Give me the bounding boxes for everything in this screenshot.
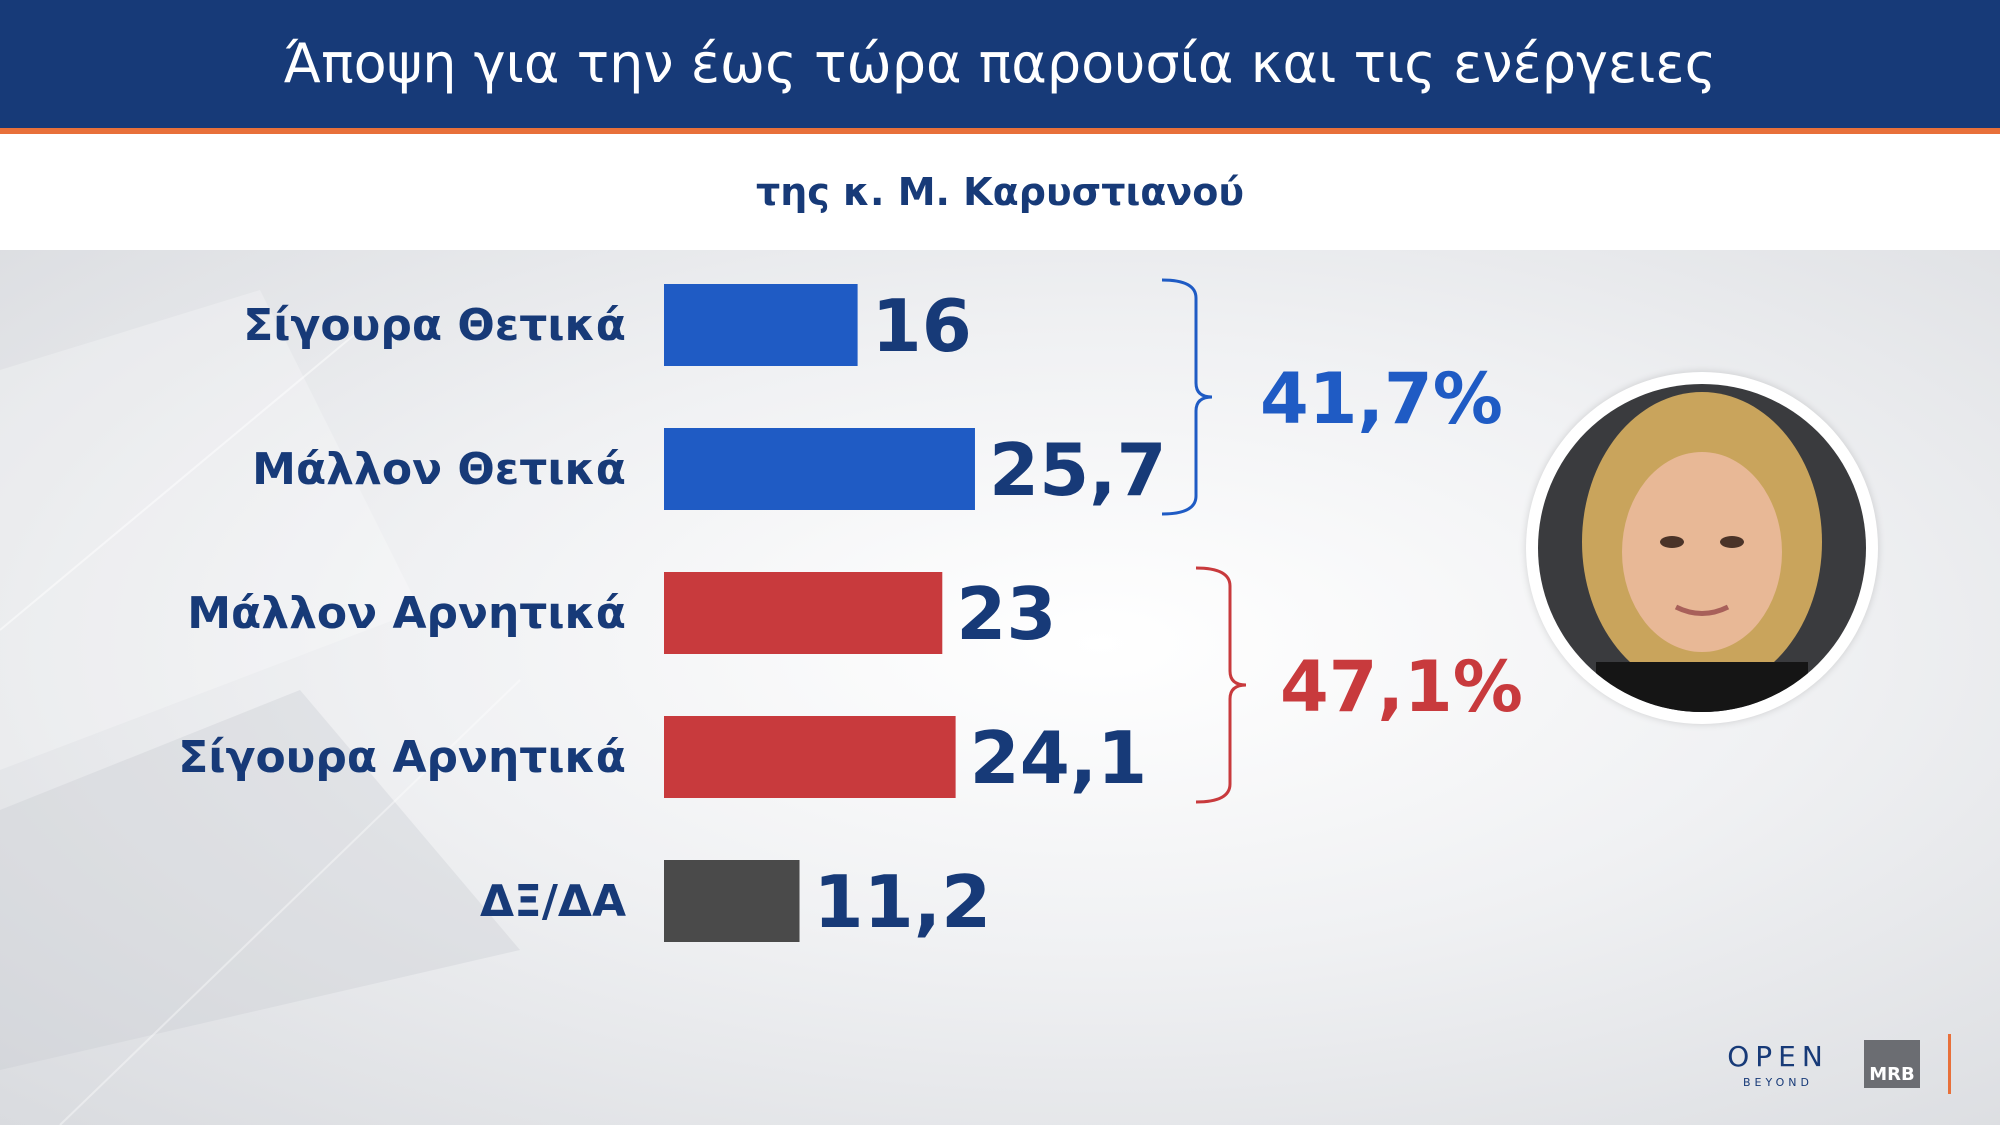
- bar: [664, 572, 943, 654]
- value-label: 25,7: [989, 428, 1167, 512]
- value-label: 16: [872, 284, 972, 368]
- category-label: Μάλλον Θετικά: [252, 444, 626, 495]
- group-total-label: 47,1%: [1280, 646, 1523, 728]
- person-photo-icon: [1526, 372, 1878, 724]
- group-bracket: [1195, 566, 1247, 804]
- value-label: 24,1: [970, 716, 1148, 800]
- value-label: 23: [956, 572, 1056, 656]
- value-label: 11,2: [814, 860, 992, 944]
- title-bar: [0, 0, 2000, 128]
- chart-title: Άποψη για την έως τώρα παρουσία και τις …: [283, 32, 1717, 95]
- mrb-logo: MRB: [1869, 1064, 1915, 1085]
- mrb-logo-box: [1864, 1040, 1920, 1088]
- category-label: Σίγουρα Αρνητικά: [178, 732, 626, 783]
- subtitle-bar: [0, 134, 2000, 250]
- open-logo: OPEN: [1727, 1040, 1829, 1073]
- category-label: ΔΞ/ΔΑ: [480, 876, 626, 927]
- bar: [664, 716, 956, 798]
- category-label: Σίγουρα Θετικά: [243, 300, 626, 351]
- bar: [664, 428, 975, 510]
- group-total-label: 41,7%: [1260, 358, 1503, 440]
- bar: [664, 284, 858, 366]
- category-label: Μάλλον Αρνητικά: [187, 588, 626, 639]
- background-decoration: [0, 290, 521, 1125]
- chart-subtitle: της κ. Μ. Καρυστιανού: [755, 170, 1245, 214]
- open-logo-subtext: BEYOND: [1743, 1076, 1813, 1089]
- group-bracket: [1161, 278, 1213, 516]
- logo-divider: [1948, 1034, 1951, 1094]
- bar: [664, 860, 800, 942]
- title-accent-line: [0, 128, 2000, 134]
